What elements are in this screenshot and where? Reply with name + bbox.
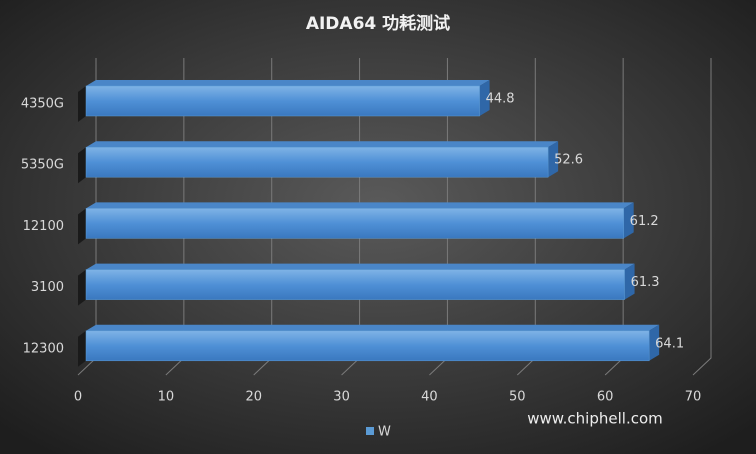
x-tick-label: 70 <box>685 390 702 405</box>
value-label: 44.8 <box>486 92 515 107</box>
bar-end <box>623 202 634 239</box>
y-tick-label: 5350G <box>21 158 64 173</box>
value-label: 64.1 <box>655 336 684 351</box>
grid-line <box>692 58 712 376</box>
x-tick-label: 10 <box>158 390 175 405</box>
x-tick-label: 50 <box>509 390 526 405</box>
value-label: 61.2 <box>630 214 659 229</box>
bar-side <box>78 330 86 367</box>
bar <box>85 208 624 239</box>
chart-title: AIDA64 功耗测试 <box>306 13 450 34</box>
y-tick-label: 4350G <box>21 97 64 112</box>
value-label: 61.3 <box>631 275 660 290</box>
bar-end <box>649 324 660 361</box>
bar-side <box>78 147 86 184</box>
bar-top <box>86 80 490 86</box>
bar-side <box>78 269 86 306</box>
bar-top <box>86 263 635 270</box>
bar-side <box>78 208 86 245</box>
legend-label: W <box>378 425 391 440</box>
y-tick-label: 3100 <box>31 280 64 295</box>
value-label: 52.6 <box>554 153 583 168</box>
bar-top <box>86 141 559 148</box>
bar <box>85 269 625 300</box>
x-tick-label: 60 <box>597 390 614 405</box>
bar-end <box>624 263 635 300</box>
bar-end <box>479 80 490 116</box>
watermark: www.chiphell.com <box>527 410 663 428</box>
bar <box>85 330 650 362</box>
x-tick-label: 20 <box>245 390 262 405</box>
x-tick-label: 0 <box>74 390 82 405</box>
bar <box>85 146 549 178</box>
bar-top <box>86 324 660 331</box>
legend-swatch <box>366 427 374 435</box>
x-tick-label: 40 <box>421 390 438 405</box>
bar-side <box>78 86 86 122</box>
bar-top <box>86 202 634 209</box>
y-tick-label: 12300 <box>23 341 64 356</box>
bar <box>85 85 480 117</box>
bar-end <box>548 141 559 178</box>
y-tick-label: 12100 <box>23 219 64 234</box>
x-tick-label: 30 <box>333 390 350 405</box>
